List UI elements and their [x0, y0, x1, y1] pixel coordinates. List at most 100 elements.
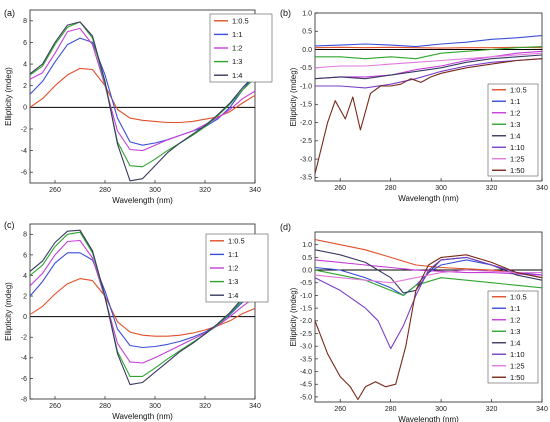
legend-entry-label: 1:0.5	[510, 292, 527, 301]
y-tick-label: -6	[21, 376, 27, 383]
x-tick-label: 280	[99, 187, 111, 194]
series-group	[315, 35, 542, 174]
legend-box	[487, 290, 539, 384]
x-tick-label: 300	[435, 185, 447, 192]
x-tick-label: 280	[385, 406, 397, 413]
legend-entry-label: 1:25	[510, 361, 525, 370]
y-tick-label: -1.5	[300, 306, 312, 313]
legend-entry-label: 1:3	[232, 57, 242, 66]
chart-panel-4: 260 280 300 320 340-5.0-4.5-4.0-3.5-3.0-2.5-…	[280, 222, 548, 422]
y-tick-label: 2	[23, 293, 27, 300]
legend: 1:0.5 1:1 1:2 1:3 1:4	[209, 13, 273, 83]
legend-entry-label: 1:3	[228, 277, 238, 286]
legend-entry-label: 1:2	[228, 264, 238, 273]
panel-label: (d)	[280, 222, 291, 232]
x-tick-label: 280	[99, 403, 111, 410]
y-axis-ticks: -8 -6 -4 -2 0 2 4 6 8	[21, 232, 33, 403]
x-tick-label: 320	[486, 406, 498, 413]
series-line-1-0.5	[30, 67, 255, 124]
y-axis-label: Ellipticity (mdeg)	[289, 67, 298, 126]
y-tick-label: -0.5	[300, 280, 312, 287]
series-line-1-0.5	[315, 239, 542, 276]
x-tick-label: 320	[199, 187, 211, 194]
y-tick-label: -2	[21, 126, 27, 133]
series-line-1-4	[315, 54, 542, 80]
legend-entry-label: 1:2	[232, 44, 242, 53]
series-line-1-50	[315, 58, 542, 174]
y-tick-label: 6	[23, 40, 27, 47]
y-axis-ticks: -6 -4 -2 0 2 4 6 8	[21, 18, 33, 177]
legend-entry-label: 1:10	[510, 350, 525, 359]
series-line-1-3	[30, 21, 255, 168]
panel-label: (c)	[4, 220, 15, 230]
y-tick-label: -3.5	[300, 175, 312, 182]
series-line-1-10	[315, 58, 542, 89]
series-line-1-2	[30, 27, 255, 152]
x-tick-label: 320	[486, 185, 498, 192]
x-axis-ticks: 260 280 300 320 340	[49, 180, 261, 194]
x-tick-label: 340	[249, 403, 261, 410]
legend-entry-label: 1:4	[510, 131, 520, 140]
series-line-1-10	[315, 256, 542, 350]
series-line-1-4	[30, 21, 255, 182]
legend-entry-label: 1:4	[232, 71, 242, 80]
legend: 1:0.5 1:1 1:2 1:3 1:4 1:10 1:25 1:50	[487, 290, 539, 384]
legend-entry-label: 1:10	[510, 143, 525, 152]
y-tick-label: -2	[21, 335, 27, 342]
y-tick-label: 0	[23, 314, 27, 321]
y-tick-label: -3.0	[300, 156, 312, 163]
series-line-1-2	[30, 239, 255, 364]
y-tick-label: 6	[23, 252, 27, 259]
y-axis-label: Ellipticity (mdeg)	[4, 67, 13, 126]
y-tick-label: -4.0	[300, 369, 312, 376]
legend-entry-label: 1:2	[510, 315, 520, 324]
panel-label: (a)	[4, 8, 15, 18]
y-tick-label: 8	[23, 18, 27, 25]
series-group	[30, 229, 255, 386]
y-tick-label: -3.0	[300, 344, 312, 351]
y-tick-label: 2	[23, 83, 27, 90]
legend-entry-label: 1:2	[510, 108, 520, 117]
y-tick-label: -1.5	[300, 102, 312, 109]
legend-entry-label: 1:4	[228, 291, 238, 300]
legend-entry-label: 1:0.5	[228, 236, 245, 245]
y-tick-label: -1.0	[300, 293, 312, 300]
y-axis-ticks: -5.0 -4.5 -4.0 -3.5 -3.0 -2.5 -2.0 -1.5 -1.0 -0.5…	[300, 242, 318, 401]
y-tick-label: -4	[21, 355, 27, 362]
y-tick-label: 1.0	[302, 10, 312, 17]
y-tick-label: 4	[23, 61, 27, 68]
x-tick-label: 300	[435, 406, 447, 413]
y-tick-label: 0.5	[302, 29, 312, 36]
y-tick-label: -1.0	[300, 83, 312, 90]
legend-entry-label: 1:4	[510, 338, 520, 347]
x-axis-label: Wavelength (nm)	[398, 194, 459, 203]
y-tick-label: 0.0	[302, 267, 312, 274]
x-tick-label: 260	[334, 185, 346, 192]
plot-frame	[29, 223, 256, 400]
y-axis-label: Ellipticity (mdeg)	[289, 287, 298, 346]
legend-entry-label: 1:1	[232, 30, 242, 39]
plot-frame	[29, 9, 256, 184]
x-tick-label: 340	[249, 187, 261, 194]
plot-frame	[314, 231, 543, 403]
chart-panel-1: 260 280 300 320 340 -6 -4 -2 0 2 4 6 8 Wavelength (nm…	[4, 8, 273, 205]
series-line-1-4	[315, 249, 542, 294]
y-tick-label: -2.5	[300, 331, 312, 338]
y-tick-label: -2.5	[300, 138, 312, 145]
y-tick-label: -5.0	[300, 394, 312, 401]
x-tick-label: 340	[536, 406, 548, 413]
legend-box	[487, 83, 539, 177]
series-line-1-1	[30, 37, 255, 146]
x-axis-label: Wavelength (nm)	[112, 412, 173, 421]
series-group	[30, 21, 255, 182]
legend-entry-label: 1:1	[228, 250, 238, 259]
series-line-1-3	[315, 269, 542, 296]
y-tick-label: -2.0	[300, 318, 312, 325]
series-line-1-2	[315, 50, 542, 80]
series-line-1-3	[30, 231, 255, 377]
legend: 1:0.5 1:1 1:2 1:3 1:4	[205, 233, 269, 303]
x-tick-label: 260	[49, 187, 61, 194]
legend-entry-label: 1:0.5	[510, 85, 527, 94]
series-line-1-25	[315, 269, 542, 284]
